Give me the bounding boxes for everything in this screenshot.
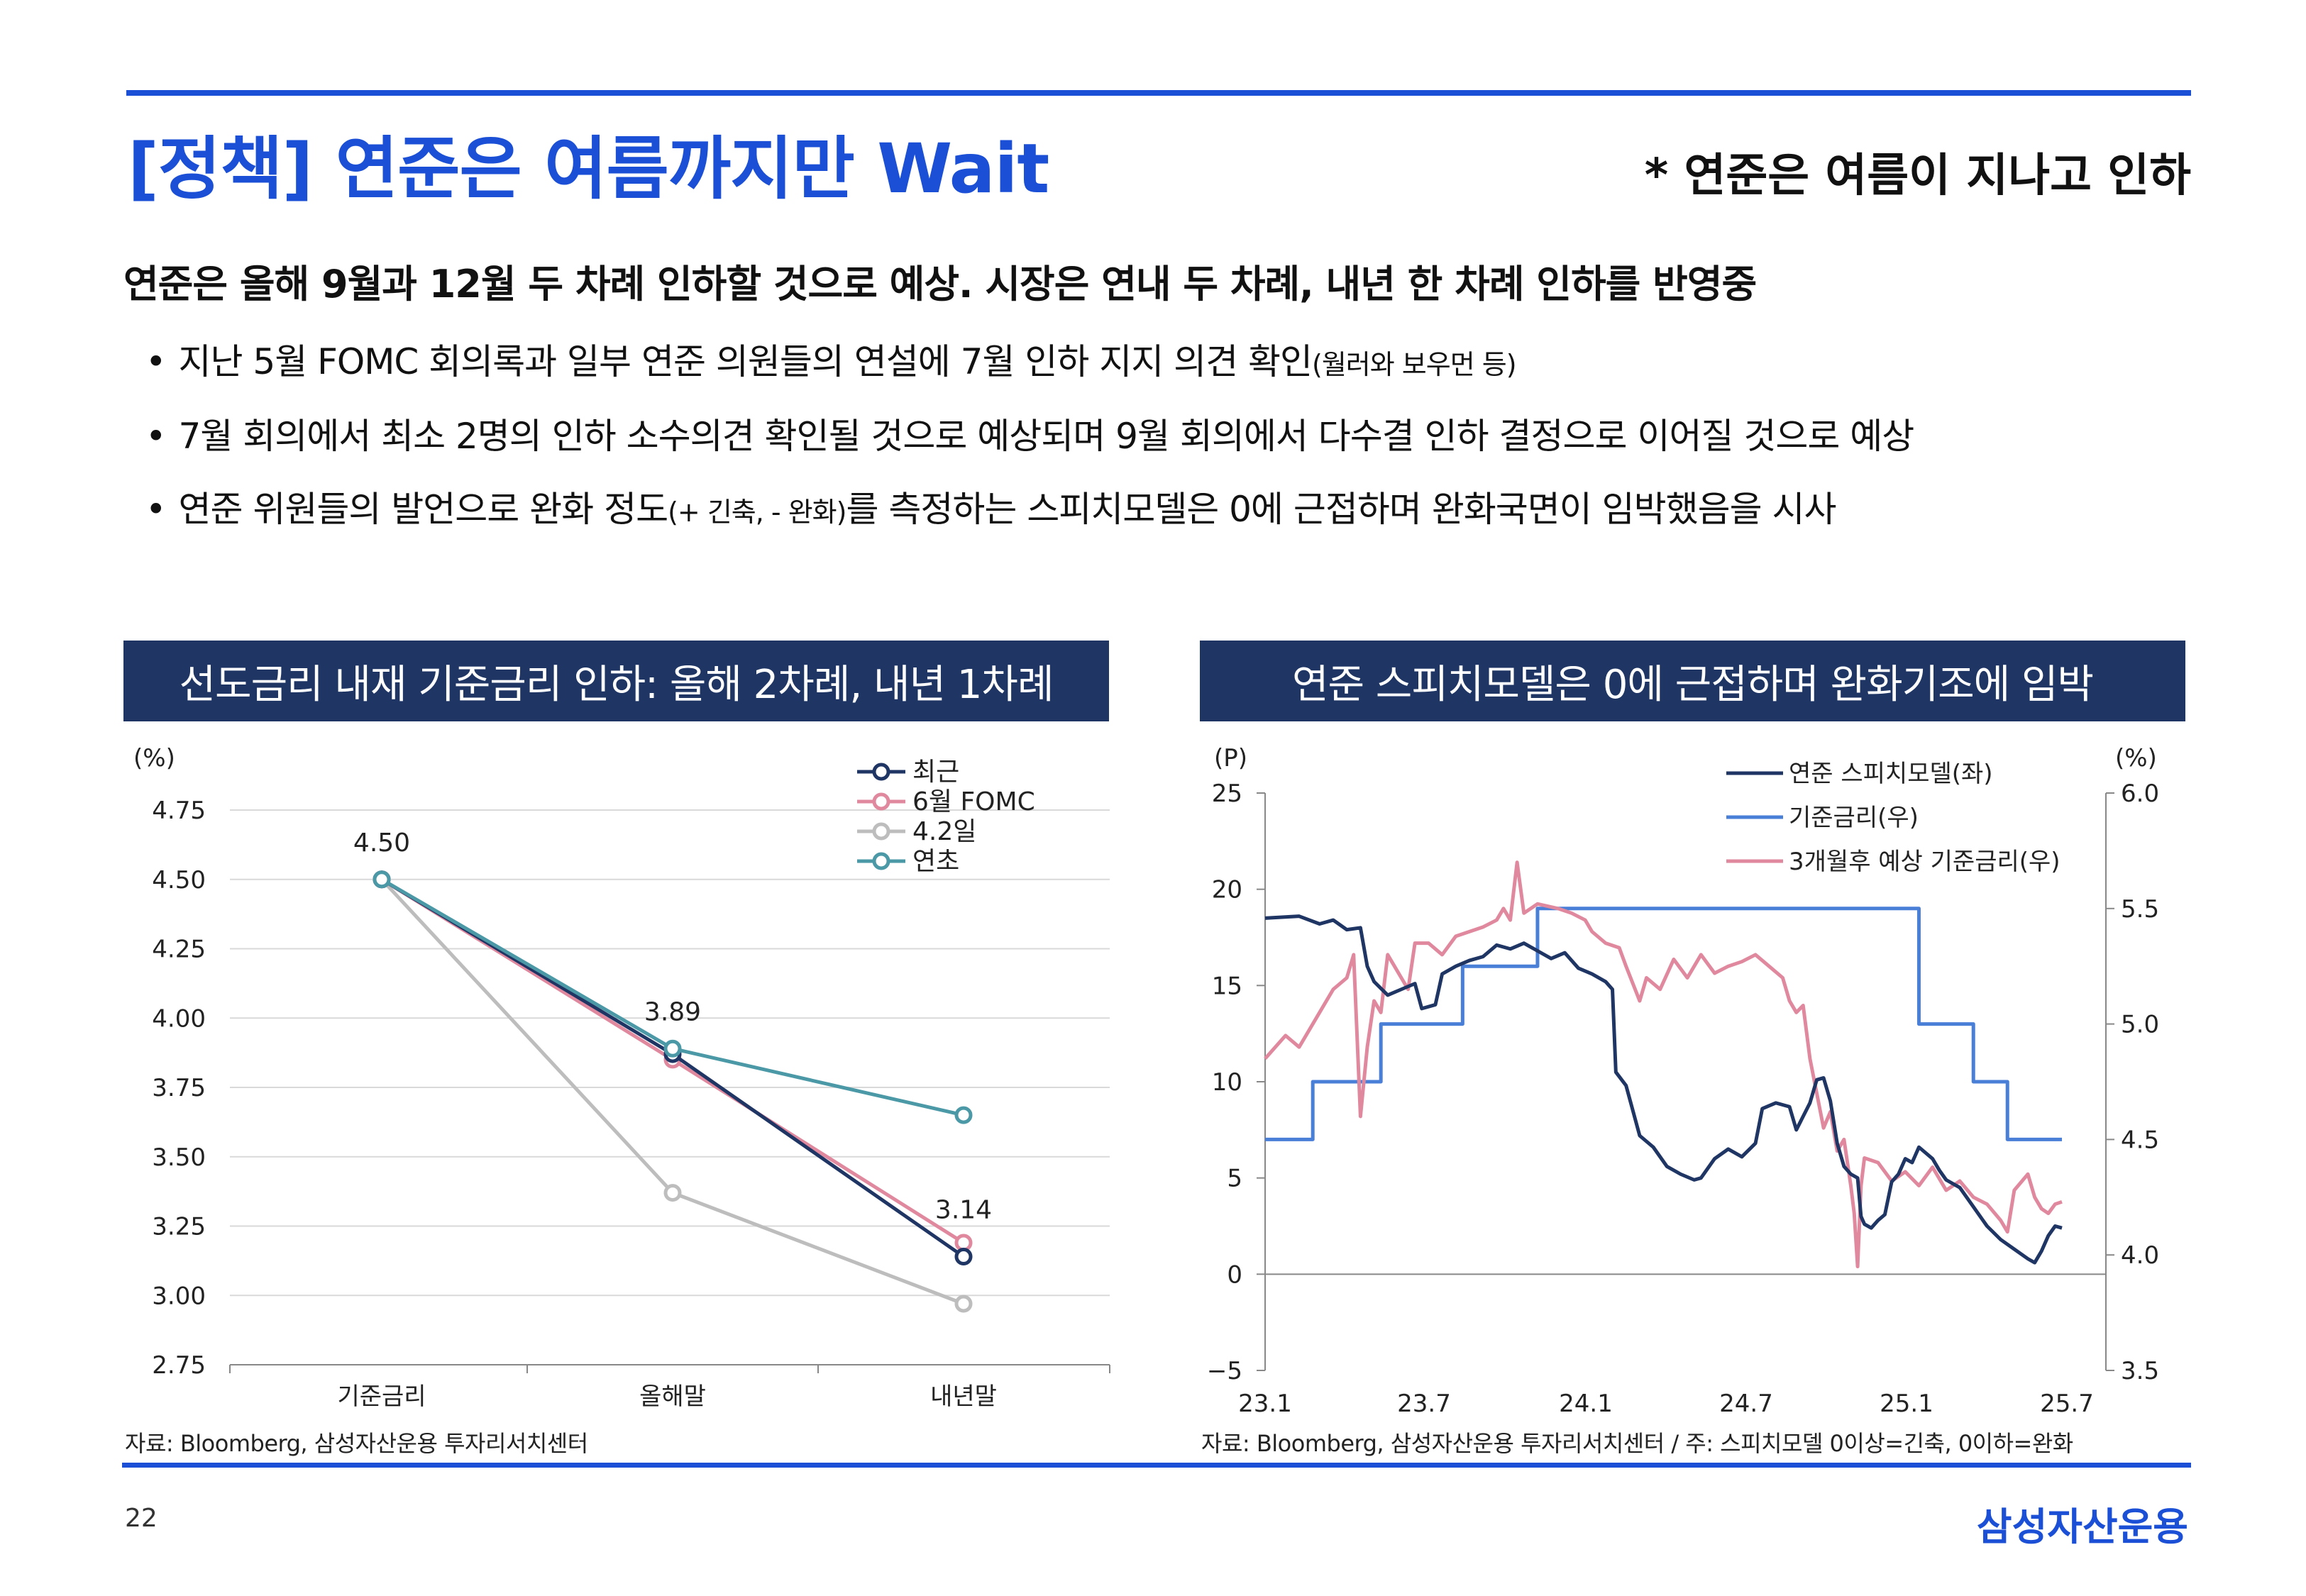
left-chart-series bbox=[373, 870, 973, 1313]
right-y-tick-label: 4.5 bbox=[2121, 1126, 2159, 1154]
headline: 연준은 올해 9월과 12월 두 차례 인하할 것으로 예상. 시장은 연내 두… bbox=[123, 262, 1757, 306]
series-marker bbox=[954, 1106, 973, 1124]
x-tick-label: 23.1 bbox=[1238, 1390, 1292, 1418]
x-tick-label: 기준금리 bbox=[337, 1382, 426, 1411]
left-y-tick-label: 0 bbox=[1227, 1260, 1242, 1289]
bullet-dot: • bbox=[145, 416, 166, 457]
bullet-item-1: • 지난 5월 FOMC 회의록과 일부 연준 의원들의 연설에 7월 인하 지지… bbox=[145, 333, 1517, 384]
right-y-tick-label: 4.0 bbox=[2121, 1241, 2159, 1270]
company-logo: 삼성자산운용 bbox=[1976, 1504, 2188, 1549]
y-tick-label: 4.25 bbox=[152, 936, 206, 964]
y-tick-label: 3.25 bbox=[152, 1213, 206, 1241]
y-tick-label: 3.00 bbox=[152, 1282, 206, 1310]
series-marker bbox=[373, 870, 391, 889]
series-line-0 bbox=[1264, 914, 2063, 1265]
series-marker bbox=[663, 1184, 682, 1202]
right-y-tick-label: 3.5 bbox=[2121, 1357, 2159, 1385]
legend-marker bbox=[872, 822, 890, 841]
y-tick-label: 2.75 bbox=[152, 1351, 206, 1380]
series-marker bbox=[954, 1295, 973, 1313]
legend-marker bbox=[872, 792, 890, 811]
right-chart-left-unit: (P) bbox=[1214, 744, 1247, 772]
right-chart-right-unit: (%) bbox=[2115, 744, 2157, 772]
bullet-text: 지난 5월 FOMC 회의록과 일부 연준 의원들의 연설에 7월 인하 지지 … bbox=[178, 341, 1313, 382]
y-tick-label: 3.75 bbox=[152, 1074, 206, 1102]
legend-label: 3개월후 예상 기준금리(우) bbox=[1789, 848, 2060, 876]
x-tick-label: 25.1 bbox=[1880, 1390, 1933, 1418]
legend-label: 기준금리(우) bbox=[1789, 804, 1919, 832]
right-chart-source: 자료: Bloomberg, 삼성자산운용 투자리서치센터 / 주: 스피치모델… bbox=[1201, 1430, 2073, 1457]
x-tick-label: 23.7 bbox=[1397, 1390, 1451, 1418]
series-marker bbox=[954, 1248, 973, 1266]
left-y-tick-label: 15 bbox=[1212, 972, 1242, 1000]
legend-marker bbox=[872, 852, 890, 870]
x-tick-label: 24.1 bbox=[1559, 1390, 1613, 1418]
bullet-dot: • bbox=[145, 341, 166, 382]
page-number: 22 bbox=[125, 1504, 158, 1533]
right-panel-header: 연준 스피치모델은 0에 근접하며 완화기조에 임박 bbox=[1200, 641, 2185, 721]
x-tick-label: 내년말 bbox=[930, 1382, 997, 1411]
legend-label: 연준 스피치모델(좌) bbox=[1789, 760, 1993, 788]
x-tick-label: 올해말 bbox=[639, 1382, 706, 1411]
right-chart-series bbox=[1264, 860, 2063, 1268]
bullet-note: (월러와 보우먼 등) bbox=[1312, 349, 1517, 380]
bullet-item-3: • 연준 위원들의 발언으로 완화 정도(+ 긴축, - 완화)를 측정하는 스피… bbox=[145, 481, 1837, 532]
left-chart-x-ticks: 기준금리 올해말 내년말 bbox=[337, 1382, 996, 1411]
left-chart-data-labels: 4.50 3.89 3.14 bbox=[353, 829, 992, 1225]
right-chart: (P) (%) 25 20 15 10 5 0 −5 6.0 5.5 5.0 4.5 4.0 3.5 23… bbox=[1207, 744, 2159, 1418]
series-marker bbox=[663, 1039, 682, 1058]
data-label: 3.14 bbox=[935, 1196, 992, 1225]
bullet-text: 7월 회의에서 최소 2명의 인하 소수의견 확인될 것으로 예상되며 9월 회… bbox=[178, 416, 1915, 457]
left-chart-y-unit: (%) bbox=[133, 744, 175, 772]
bullet-text-post: 를 측정하는 스피치모델은 0에 근접하며 완화국면이 임박했음을 시사 bbox=[846, 489, 1836, 530]
left-chart-y-ticks: 4.75 4.50 4.25 4.00 3.75 3.50 3.25 3.00 2.75 bbox=[152, 797, 206, 1380]
y-tick-label: 4.50 bbox=[152, 866, 206, 894]
bullet-item-2: • 7월 회의에서 최소 2명의 인하 소수의견 확인될 것으로 예상되며 9월 … bbox=[145, 408, 1914, 459]
left-panel-header: 선도금리 내재 기준금리 인하: 올해 2차례, 내년 1차례 bbox=[123, 641, 1109, 721]
legend-label: 6월 FOMC bbox=[912, 787, 1035, 816]
data-label: 3.89 bbox=[644, 997, 701, 1026]
bullet-dot: • bbox=[145, 489, 166, 530]
left-y-tick-label: 20 bbox=[1212, 876, 1242, 904]
right-y-tick-label: 5.0 bbox=[2121, 1011, 2159, 1039]
top-rule bbox=[126, 90, 2191, 96]
legend-marker bbox=[872, 763, 890, 781]
left-y-tick-label: 5 bbox=[1227, 1165, 1242, 1193]
series-line-2 bbox=[380, 878, 964, 1306]
series-line-1 bbox=[1265, 907, 2063, 1141]
page-title: [정책] 연준은 여름까지만 Wait bbox=[128, 129, 1049, 209]
x-tick-label: 24.7 bbox=[1719, 1390, 1773, 1418]
y-tick-label: 4.00 bbox=[152, 1004, 206, 1033]
left-chart-grid bbox=[229, 809, 1110, 1373]
y-tick-label: 3.50 bbox=[152, 1143, 206, 1172]
right-y-tick-label: 6.0 bbox=[2121, 780, 2159, 808]
page-subtitle: * 연준은 여름이 지나고 인하 bbox=[1644, 150, 2191, 202]
left-chart-source: 자료: Bloomberg, 삼성자산운용 투자리서치센터 bbox=[125, 1430, 588, 1457]
right-chart-axes: 25 20 15 10 5 0 −5 6.0 5.5 5.0 4.5 4.0 3.5 23.1 23.7 24… bbox=[1207, 780, 2159, 1418]
data-label: 4.50 bbox=[353, 829, 410, 858]
bottom-rule bbox=[122, 1463, 2191, 1468]
legend-label: 연초 bbox=[912, 847, 959, 876]
legend-label: 4.2일 bbox=[912, 817, 976, 846]
right-y-tick-label: 5.5 bbox=[2121, 895, 2159, 924]
left-y-tick-label: 25 bbox=[1212, 780, 1242, 808]
left-chart: (%) 4.75 4.50 4.25 4.00 3.75 3.50 3.25 3.00 2.75… bbox=[133, 744, 1110, 1411]
left-y-tick-label: −5 bbox=[1207, 1357, 1242, 1385]
bullet-text-pre: 연준 위원들의 발언으로 완화 정도 bbox=[178, 489, 669, 530]
series-marker bbox=[954, 1234, 973, 1252]
bullet-note: (+ 긴축, - 완화) bbox=[668, 497, 846, 528]
legend-label: 최근 bbox=[912, 758, 959, 787]
left-y-tick-label: 10 bbox=[1212, 1068, 1242, 1097]
series-line-2 bbox=[1264, 860, 2063, 1268]
x-tick-label: 25.7 bbox=[2040, 1390, 2094, 1418]
y-tick-label: 4.75 bbox=[152, 797, 206, 825]
right-chart-legend: 연준 스피치모델(좌) 기준금리(우) 3개월후 예상 기준금리(우) bbox=[1726, 760, 2060, 876]
